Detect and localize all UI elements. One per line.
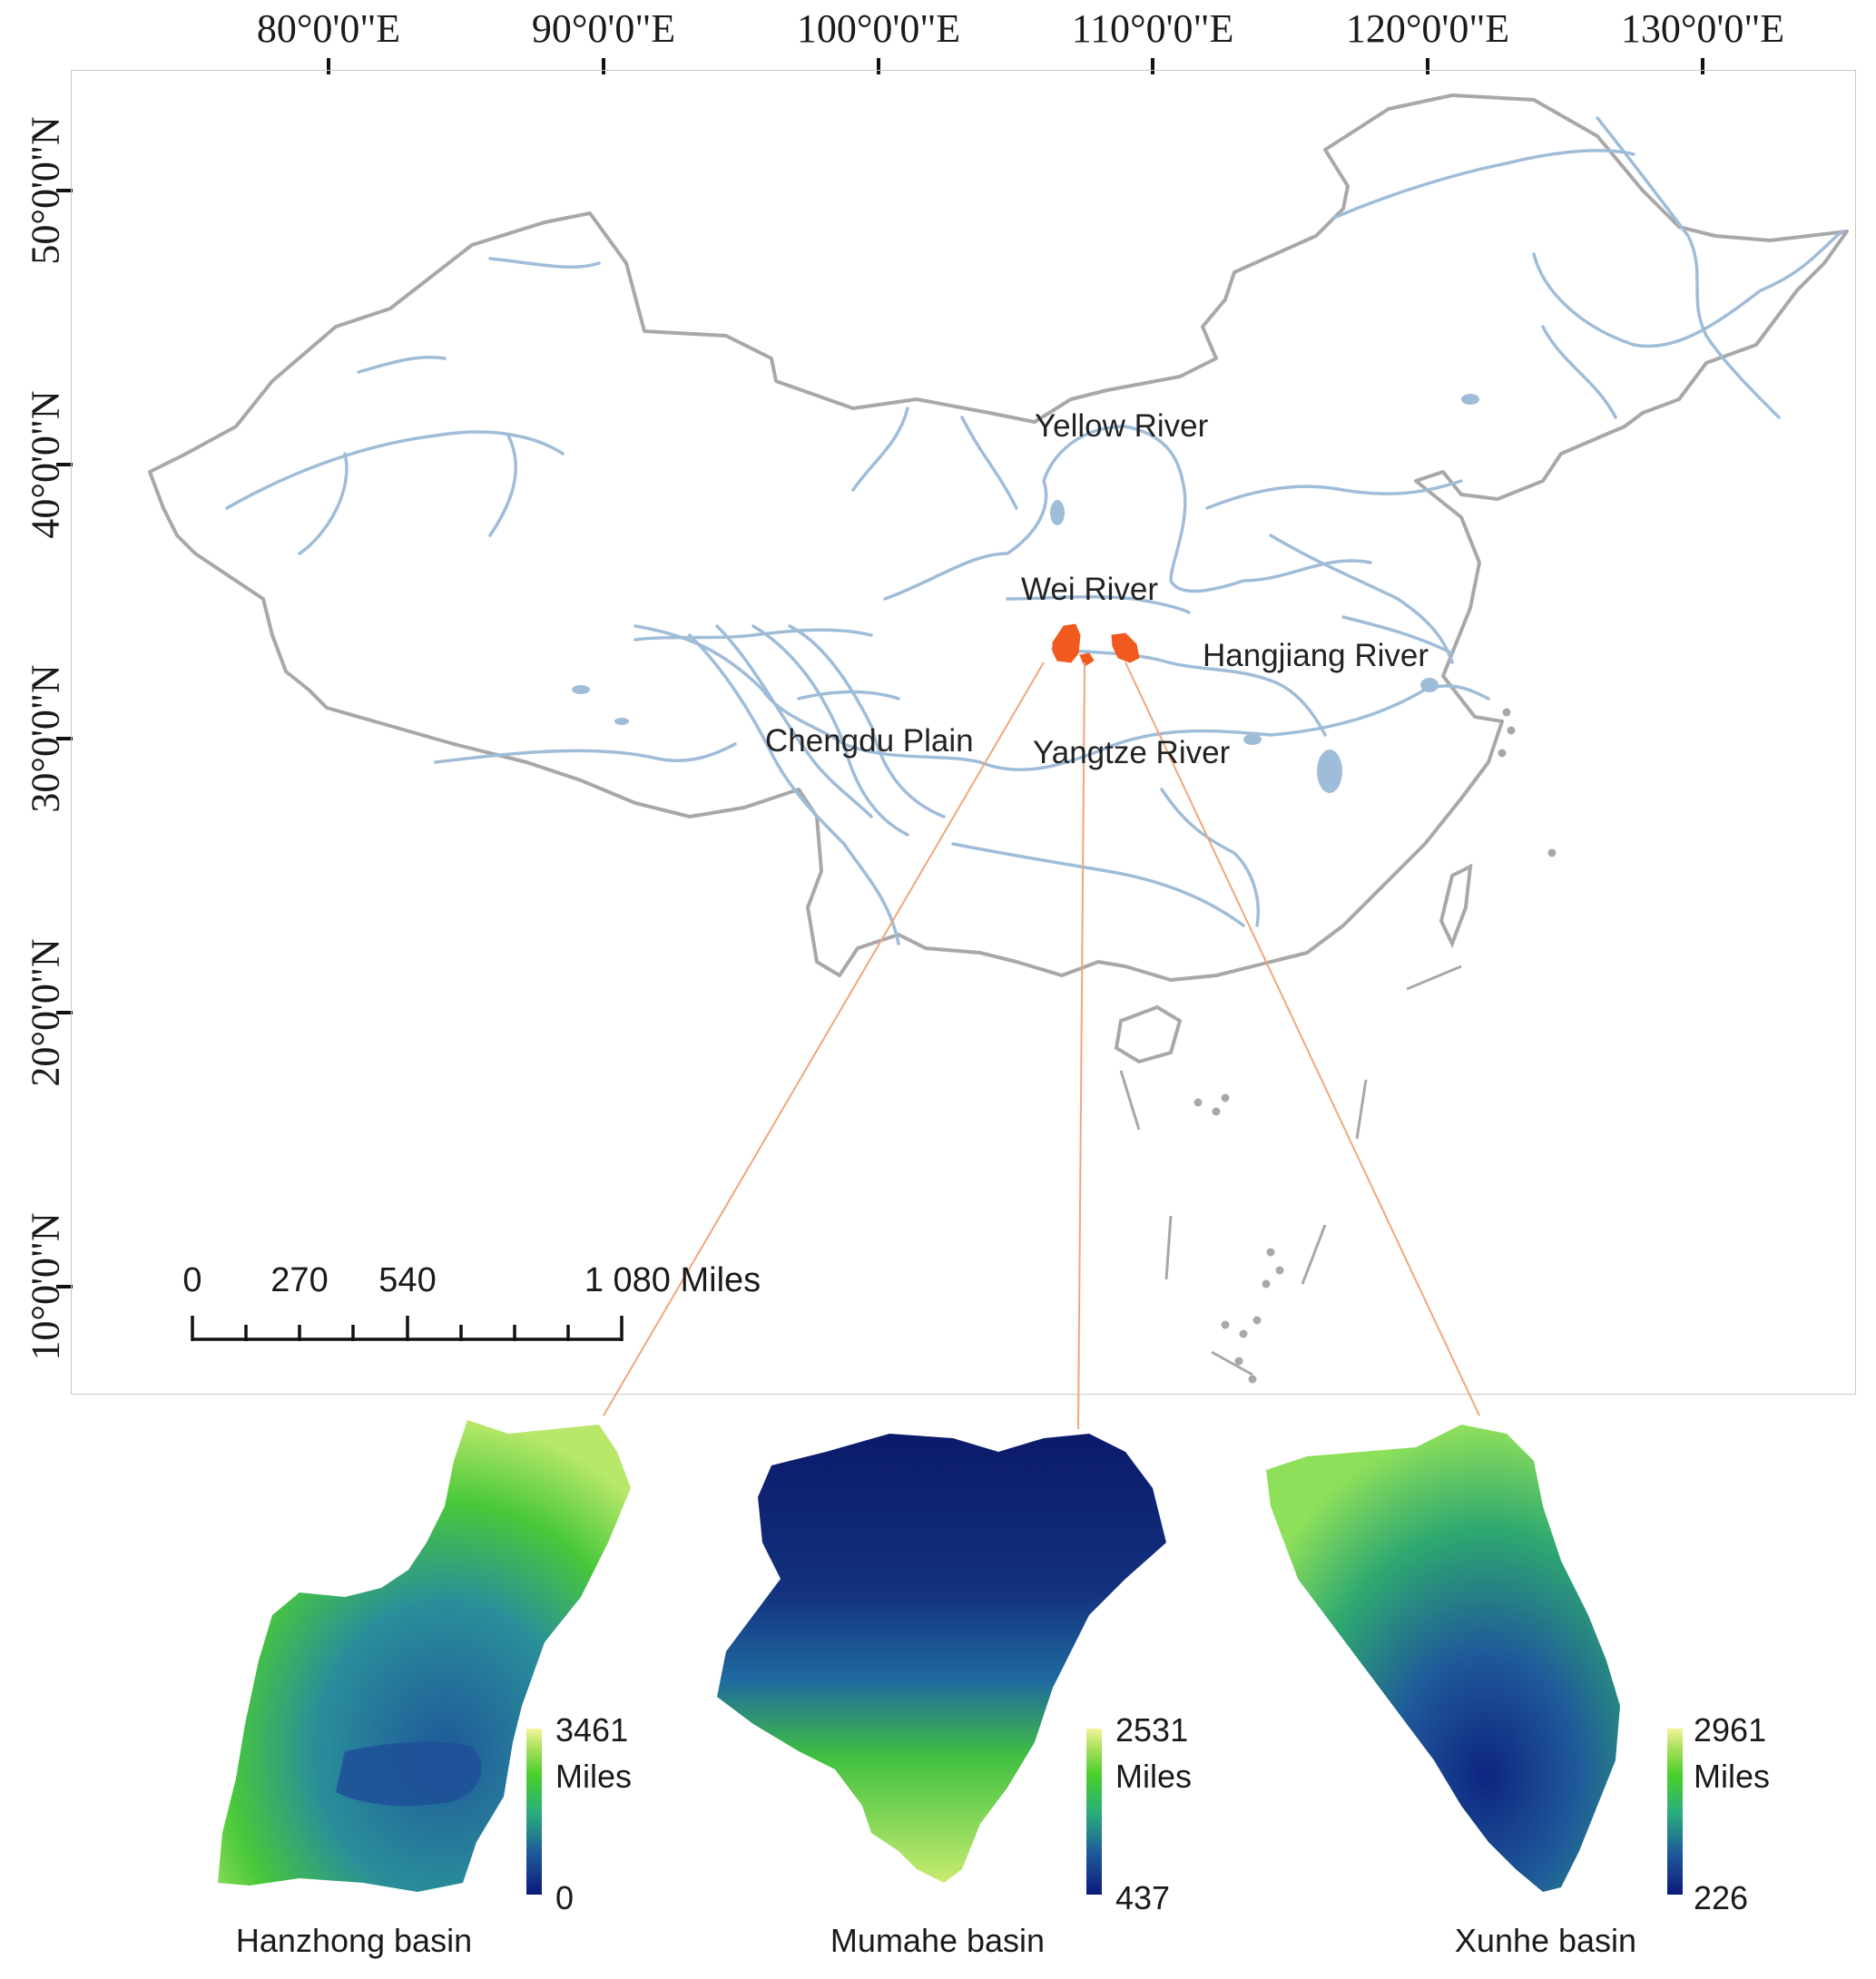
rivers bbox=[225, 116, 1844, 945]
scale-label-270: 270 bbox=[270, 1261, 329, 1299]
x-tick-mark bbox=[327, 58, 330, 74]
x-tick-label: 130°0'0"E bbox=[1620, 6, 1785, 51]
xunhe-basin-dem bbox=[1266, 1425, 1620, 1892]
scale-label-540: 540 bbox=[378, 1261, 437, 1299]
hanzhong-basin-title: Hanzhong basin bbox=[235, 1922, 473, 1959]
hanzhong-legend-min: 0 bbox=[555, 1879, 575, 1916]
xunhe-legend-unit: Miles bbox=[1694, 1758, 1771, 1795]
mumahe-legend-max: 2531 bbox=[1115, 1711, 1189, 1749]
hangjiang-river-label: Hangjiang River bbox=[1203, 638, 1429, 673]
y-tick-mark bbox=[56, 1285, 73, 1288]
hainan-island bbox=[1114, 1004, 1183, 1064]
x-tick-label: 100°0'0"E bbox=[796, 6, 961, 51]
scale-label-1080: 1 080 Miles bbox=[584, 1261, 761, 1299]
hanzhong-legend-unit: Miles bbox=[555, 1758, 633, 1795]
mumahe-legend-unit: Miles bbox=[1115, 1758, 1193, 1795]
y-tick-mark bbox=[56, 737, 73, 740]
xunhe-legend-colorbar bbox=[1667, 1729, 1683, 1895]
x-tick-label: 110°0'0"E bbox=[1071, 6, 1234, 51]
yangtze-river-label: Yangtze River bbox=[1033, 735, 1231, 770]
x-tick-label: 90°0'0"E bbox=[531, 6, 676, 51]
x-tick-label: 120°0'0"E bbox=[1345, 6, 1510, 51]
x-tick-mark bbox=[1151, 58, 1154, 74]
y-tick-mark bbox=[56, 189, 73, 192]
hanzhong-legend-colorbar bbox=[526, 1729, 542, 1895]
mumahe-basin-dem bbox=[717, 1434, 1166, 1883]
map-frame bbox=[71, 70, 1856, 1395]
xunhe-legend-min: 226 bbox=[1694, 1879, 1749, 1916]
x-tick-mark bbox=[877, 58, 880, 74]
mumahe-legend-colorbar bbox=[1086, 1729, 1102, 1895]
xunhe-legend-max: 2961 bbox=[1694, 1711, 1767, 1749]
taiwan-island bbox=[1439, 863, 1473, 949]
mumahe-legend-min: 437 bbox=[1115, 1879, 1171, 1916]
leader-lines bbox=[603, 661, 1480, 1430]
x-tick-mark bbox=[1426, 58, 1429, 74]
chengdu-plain-label: Chengdu Plain bbox=[765, 723, 974, 759]
country-border bbox=[148, 93, 1849, 982]
x-tick-mark bbox=[1701, 58, 1704, 74]
south-sea-marks bbox=[1119, 708, 1557, 1384]
hanzhong-valley bbox=[336, 1741, 482, 1807]
lakes bbox=[572, 394, 1479, 793]
y-tick-mark bbox=[56, 463, 73, 466]
y-tick-mark bbox=[56, 1011, 73, 1014]
wei-river-label: Wei River bbox=[1021, 572, 1159, 607]
x-tick-label: 80°0'0"E bbox=[256, 6, 401, 51]
hanzhong-basin-dem bbox=[218, 1420, 631, 1892]
x-tick-mark bbox=[602, 58, 605, 74]
xunhe-basin-title: Xunhe basin bbox=[1454, 1922, 1637, 1959]
yellow-river-label: Yellow River bbox=[1035, 408, 1209, 444]
hanzhong-legend-max: 3461 bbox=[555, 1711, 629, 1749]
mumahe-basin-title: Mumahe basin bbox=[830, 1922, 1046, 1959]
scale-label-0: 0 bbox=[182, 1261, 202, 1299]
study-basins bbox=[1052, 623, 1140, 667]
scale-bar bbox=[191, 1316, 624, 1341]
